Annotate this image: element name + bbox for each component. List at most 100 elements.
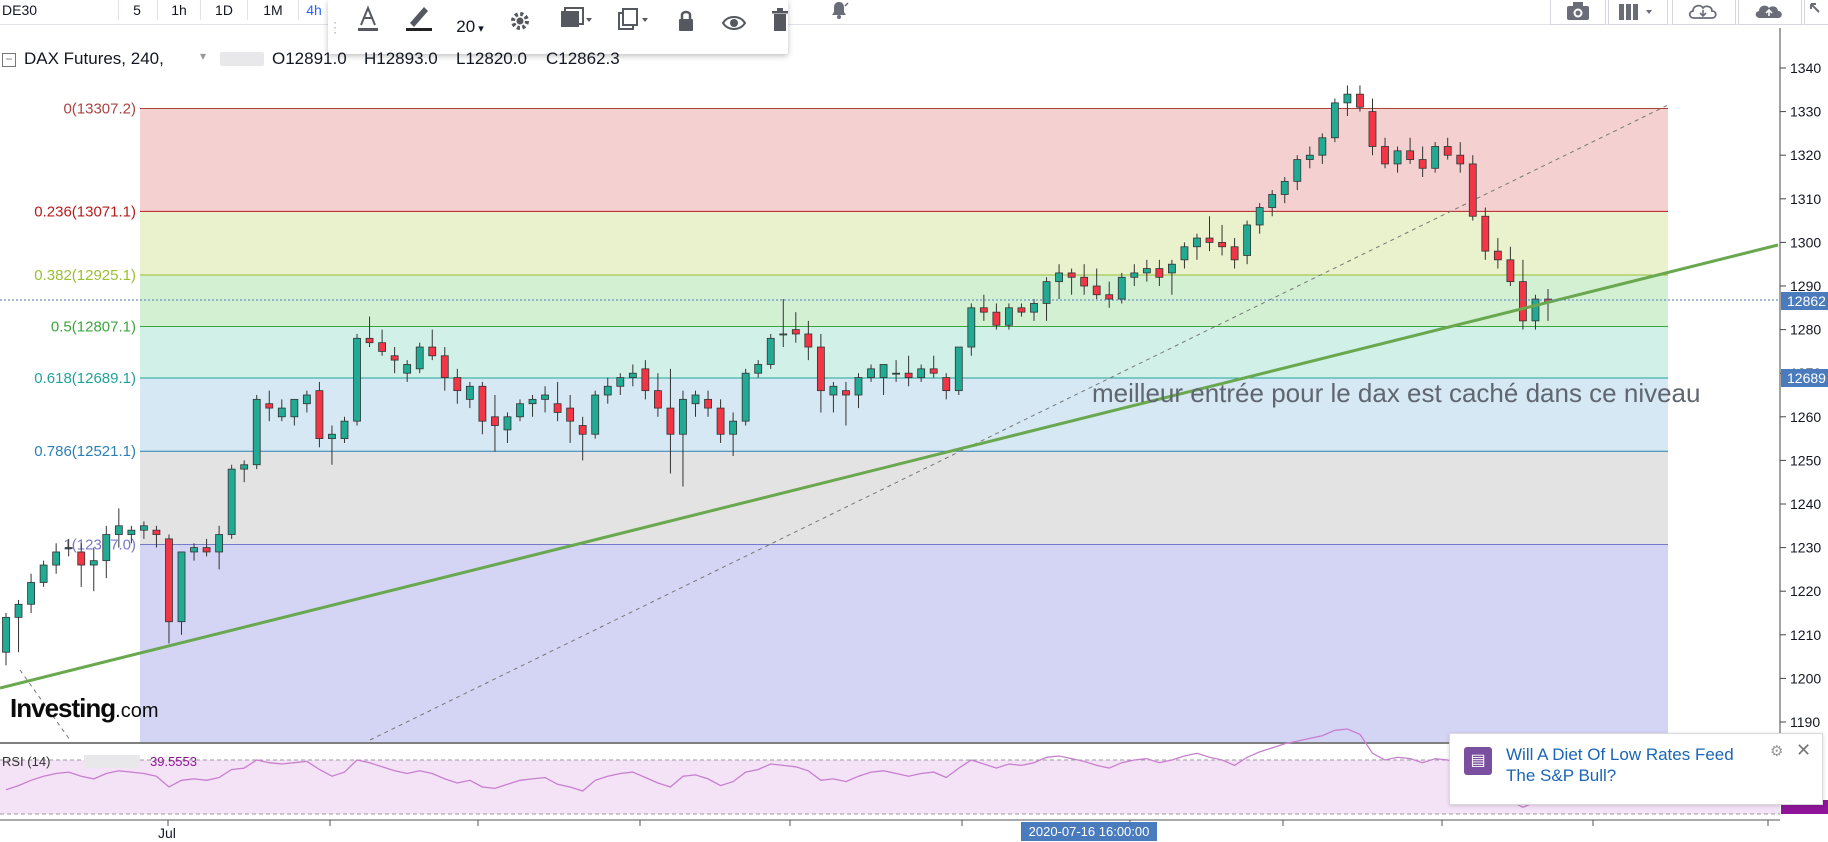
trendline — [0, 243, 1779, 690]
drag-handle[interactable]: ⋮ — [328, 19, 342, 35]
candle-body — [816, 346, 825, 392]
rsi-legend: RSI (14) 39.5553 — [2, 754, 197, 769]
candle-body — [365, 337, 374, 344]
candle-body — [1418, 159, 1427, 169]
price-tick-label: 1230 — [1790, 540, 1821, 556]
price-tick-label: 1260 — [1790, 409, 1821, 425]
candle-body — [328, 433, 336, 439]
fib-diagonal-dashed-left — [19, 669, 71, 741]
chevron-down-icon[interactable]: ▾ — [200, 49, 207, 63]
candle-body — [1381, 146, 1389, 165]
candle-body — [1080, 276, 1089, 287]
copy-icon[interactable] — [608, 0, 658, 54]
news-icon: ▤ — [1464, 747, 1492, 775]
candle-body — [641, 368, 650, 392]
candle-body — [1155, 268, 1164, 278]
symbol-field[interactable]: DE30 — [0, 0, 119, 20]
candle-body — [867, 368, 875, 378]
drawing-toolbar: ⋮ 20 ▾ — [328, 0, 788, 54]
fib-zone-5 — [140, 451, 1668, 545]
fullscreen-icon[interactable] — [1804, 0, 1828, 25]
candle-body — [1531, 298, 1540, 322]
price-tick-label: 1320 — [1790, 147, 1821, 163]
news-headline[interactable]: Will A Diet Of Low Rates Feed The S&P Bu… — [1506, 744, 1756, 786]
cloud-download-icon[interactable] — [1672, 0, 1736, 25]
timeframe-5[interactable]: 5 — [117, 0, 158, 20]
last-price-tag-text: 12862 — [1787, 293, 1826, 309]
fib-label-3: 0.5(12807.1) — [51, 319, 136, 336]
candle-body — [277, 407, 286, 418]
candle-body — [403, 364, 412, 374]
candle-body — [465, 385, 474, 400]
timeframe-1h[interactable]: 1h — [158, 0, 201, 20]
candle-body — [791, 329, 800, 335]
pen-icon[interactable] — [396, 0, 440, 54]
candle-body — [1130, 272, 1139, 278]
rsi-value: 39.5553 — [150, 754, 197, 769]
candle-body — [27, 582, 35, 605]
candle-body — [302, 394, 311, 405]
candle-body — [1330, 102, 1339, 139]
candle-body — [1431, 146, 1440, 169]
price-tick-label: 1220 — [1790, 583, 1821, 599]
legend-high: H12893.0 — [364, 49, 438, 68]
candle-body — [1318, 137, 1327, 156]
rsi-label: RSI (14) — [2, 754, 51, 769]
timeframe-1m[interactable]: 1M — [248, 0, 299, 20]
candle-body — [1293, 159, 1302, 182]
legend-settings-icons[interactable] — [220, 52, 264, 66]
candle-body — [892, 372, 900, 375]
candle-body — [704, 398, 712, 409]
candle-body — [190, 547, 198, 553]
fibonacci-zones — [140, 108, 1668, 742]
candle-body — [240, 464, 249, 470]
candle-body — [1205, 237, 1214, 243]
lock-icon[interactable] — [666, 0, 706, 54]
candle-body — [378, 342, 386, 352]
candle-body — [1067, 272, 1076, 278]
bell-icon[interactable] — [823, 0, 855, 22]
candle-body — [428, 346, 437, 357]
candle-body — [1117, 276, 1126, 300]
timeframe-1d[interactable]: 1D — [201, 0, 248, 20]
candle-body — [1055, 272, 1063, 283]
fill-icon[interactable] — [550, 0, 600, 54]
legend-open: O12891.0 — [272, 49, 347, 68]
news-popup[interactable]: ▤ Will A Diet Of Low Rates Feed The S&P … — [1449, 733, 1823, 805]
candle-body — [854, 377, 863, 396]
candle-body — [1406, 150, 1414, 160]
candle-body — [716, 407, 725, 435]
candle-body — [967, 307, 976, 348]
candle-body — [1268, 194, 1277, 208]
fib-label-6: 1(12307.0) — [63, 537, 136, 554]
candle-body — [541, 394, 549, 400]
size-dropdown[interactable]: 20 ▾ — [456, 17, 484, 36]
gear-icon[interactable] — [498, 0, 542, 54]
candle-body — [152, 529, 161, 535]
candle-body — [1481, 215, 1490, 252]
candle-body — [1519, 281, 1527, 322]
legend-close: C12862.3 — [546, 49, 620, 68]
layout-icon[interactable] — [1608, 0, 1668, 25]
gear-icon[interactable]: ⚙ — [1770, 743, 1784, 760]
candle-body — [603, 385, 612, 396]
camera-icon[interactable] — [1550, 0, 1606, 25]
rsi-settings-icons[interactable] — [84, 755, 140, 768]
candle-body — [127, 529, 136, 535]
candle-body — [729, 420, 738, 435]
candle-body — [1280, 180, 1289, 195]
fib-label-5: 0.786(12521.1) — [34, 443, 136, 460]
candle-body — [917, 368, 926, 378]
candle-body — [89, 560, 98, 566]
collapse-icon[interactable]: − — [2, 53, 16, 67]
candle-body — [1092, 285, 1101, 296]
cloud-upload-icon[interactable] — [1738, 0, 1802, 25]
close-icon[interactable]: ✕ — [1796, 740, 1812, 760]
candlestick-series — [2, 85, 1552, 666]
candle-body — [1305, 154, 1314, 160]
eye-icon[interactable] — [714, 0, 754, 54]
candle-body — [516, 403, 524, 418]
text-icon[interactable] — [348, 0, 388, 54]
trash-icon[interactable] — [760, 0, 800, 54]
